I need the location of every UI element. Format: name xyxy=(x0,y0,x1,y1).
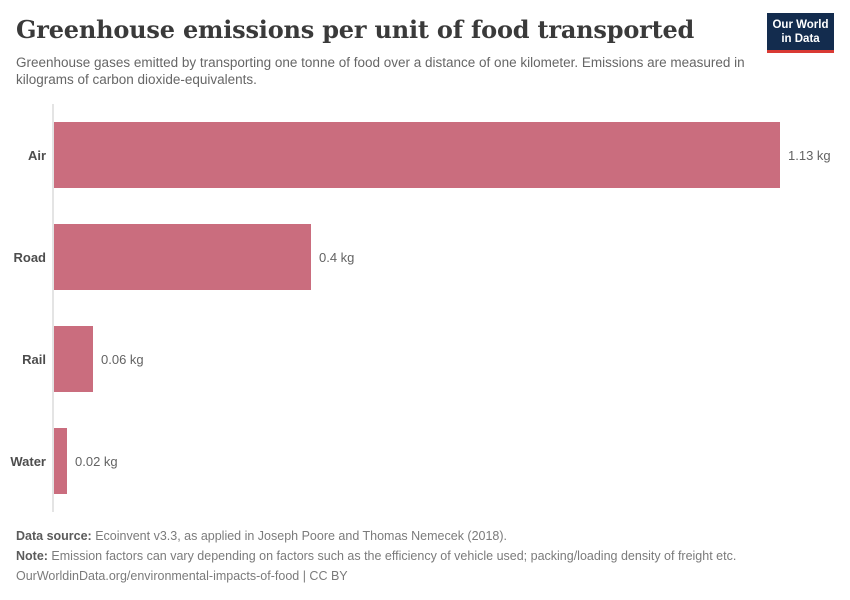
data-source-line: Data source: Ecoinvent v3.3, as applied … xyxy=(16,526,834,546)
category-label-water: Water xyxy=(10,453,46,469)
category-label-air: Air xyxy=(27,147,46,163)
chart-footer: Data source: Ecoinvent v3.3, as applied … xyxy=(16,526,834,586)
bar-air[interactable] xyxy=(54,122,780,188)
note-label: Note: xyxy=(16,549,48,563)
value-label-air: 1.13 kg xyxy=(788,147,831,163)
owid-logo-underline xyxy=(767,50,834,53)
data-source-text: Ecoinvent v3.3, as applied in Joseph Poo… xyxy=(91,529,508,543)
bar-rows: Air 1.13 kg Road 0.4 kg Rail 0.06 kg Water 0.02… xyxy=(0,104,850,494)
owid-logo[interactable]: Our World in Data xyxy=(767,13,834,53)
value-label-water: 0.02 kg xyxy=(75,453,118,469)
data-source-label: Data source: xyxy=(16,529,92,543)
category-label-rail: Rail xyxy=(22,351,46,367)
bar-row: Water 0.02 kg xyxy=(0,428,850,494)
y-axis-line xyxy=(52,104,54,512)
bar-row: Road 0.4 kg xyxy=(0,224,850,290)
bar-water[interactable] xyxy=(54,428,67,494)
citation-line: OurWorldinData.org/environmental-impacts… xyxy=(16,569,348,583)
value-label-rail: 0.06 kg xyxy=(101,351,144,367)
chart-header: Greenhouse emissions per unit of food tr… xyxy=(0,0,850,89)
bar-road[interactable] xyxy=(54,224,311,290)
bar-row: Air 1.13 kg xyxy=(0,122,850,188)
bar-row: Rail 0.06 kg xyxy=(0,326,850,392)
note-text: Emission factors can vary depending on f… xyxy=(47,549,737,563)
bar-chart: Air 1.13 kg Road 0.4 kg Rail 0.06 kg Water 0.02… xyxy=(0,104,850,512)
category-label-road: Road xyxy=(13,249,47,265)
chart-subtitle: Greenhouse gases emitted by transporting… xyxy=(16,54,745,88)
owid-logo-text: Our World in Data xyxy=(767,13,834,50)
bar-rail[interactable] xyxy=(54,326,93,392)
page-title: Greenhouse emissions per unit of food tr… xyxy=(16,15,695,44)
value-label-road: 0.4 kg xyxy=(319,249,355,265)
note-line: Note: Emission factors can vary dependin… xyxy=(16,546,834,566)
